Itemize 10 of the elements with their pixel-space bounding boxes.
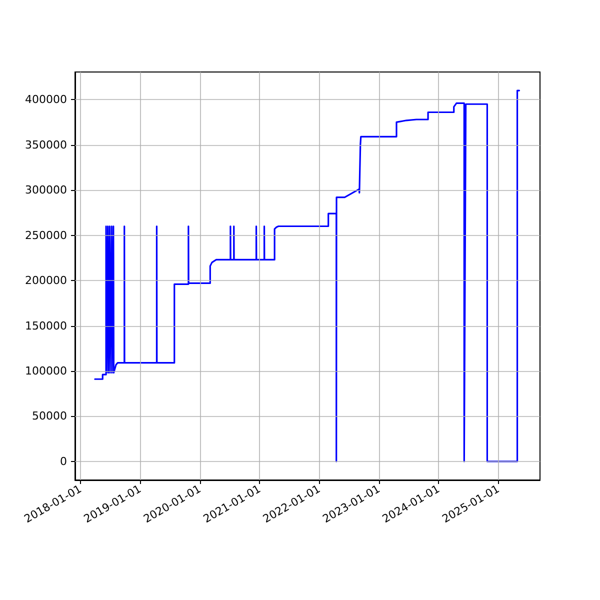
y-tick-label: 100000 (25, 364, 67, 378)
line-series (94, 90, 520, 462)
y-tick-label: 350000 (25, 138, 67, 152)
y-tick-label: 150000 (25, 319, 67, 332)
y-tick-label: 200000 (25, 274, 67, 288)
y-tick-label: 250000 (25, 228, 67, 242)
y-tick-label: 50000 (32, 410, 67, 423)
y-tick-label: 300000 (25, 184, 67, 197)
y-tick-label: 400000 (25, 93, 67, 106)
y-tick-label: 0 (60, 454, 67, 468)
